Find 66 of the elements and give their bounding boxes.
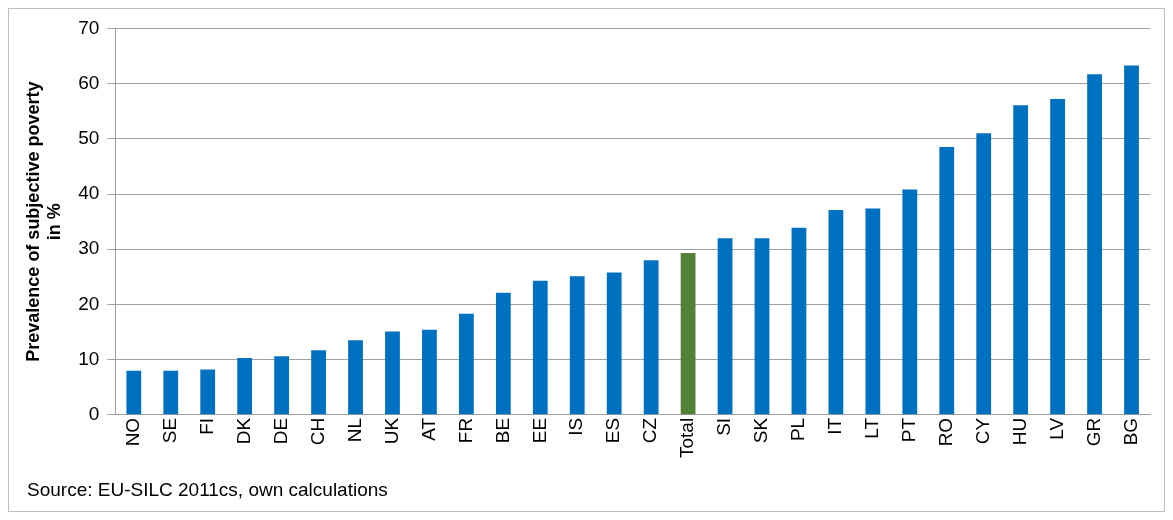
x-tick-label: ES	[602, 417, 624, 444]
bar	[163, 370, 179, 415]
x-tick-label: Total	[676, 417, 698, 459]
y-tick-label: 30	[78, 237, 100, 259]
x-tick-label: EE	[528, 417, 550, 444]
x-tick-label: NO	[122, 417, 144, 447]
bar	[126, 370, 142, 415]
x-tick-label: DK	[232, 417, 254, 445]
x-tick-label: RO	[935, 417, 956, 447]
bar	[532, 280, 548, 415]
bar	[569, 276, 585, 415]
bar	[865, 208, 881, 415]
y-tick-label: 0	[88, 403, 100, 425]
bar	[643, 260, 659, 415]
y-tick-label: 10	[78, 347, 100, 369]
bar	[976, 133, 992, 415]
x-tick-label: HU	[1008, 417, 1030, 446]
y-axis-title: Prevalence of subjective poverty in %	[22, 81, 65, 362]
x-tick-label: PT	[898, 417, 920, 443]
x-tick-label: PL	[787, 417, 809, 442]
bar	[458, 313, 474, 415]
bar	[828, 210, 844, 415]
bar	[939, 147, 955, 415]
bar	[311, 350, 326, 415]
bar	[680, 253, 696, 415]
x-tick-label: CZ	[639, 417, 661, 444]
x-tick-label: CY	[971, 417, 993, 445]
bar	[754, 238, 770, 415]
x-tick-label: GR	[1082, 417, 1104, 447]
x-tick-label: DE	[269, 417, 291, 445]
y-tick-label: 20	[78, 292, 100, 314]
source-note: Source: EU-SILC 2011cs, own calculations	[27, 479, 388, 501]
bar	[495, 292, 511, 415]
bar	[274, 356, 290, 415]
x-tick-label: SK	[750, 417, 772, 444]
y-tick-label: 70	[78, 16, 100, 38]
x-tick-label: SE	[159, 417, 180, 444]
x-tick-label: LV	[1045, 417, 1067, 440]
y-tick-label: 40	[78, 182, 100, 204]
bar	[200, 369, 216, 415]
x-tick-label: BE	[491, 417, 513, 444]
x-tick-label: FR	[454, 417, 476, 444]
x-tick-label: CH	[306, 417, 328, 446]
x-tick-label: IT	[824, 417, 846, 435]
bar	[1124, 65, 1139, 415]
bar	[791, 227, 807, 415]
bar	[1050, 99, 1066, 415]
x-tick-label: BG	[1119, 417, 1141, 446]
x-tick-label: FI	[195, 417, 217, 435]
x-tick-label: UK	[380, 417, 402, 445]
x-tick-label: AT	[417, 417, 439, 441]
x-tick-label: LT	[861, 417, 883, 439]
x-tick-label: IS	[565, 417, 587, 436]
bar	[1013, 105, 1029, 415]
y-tick-label: 60	[78, 71, 100, 93]
bar	[902, 189, 918, 415]
bar	[606, 272, 622, 415]
y-tick-label: 50	[78, 127, 100, 149]
bar	[385, 331, 400, 415]
x-tick-label: NL	[343, 417, 365, 443]
bar	[422, 329, 437, 415]
bar	[237, 358, 253, 415]
bar	[1087, 74, 1102, 415]
bar	[717, 238, 733, 415]
bar	[348, 340, 363, 415]
x-tick-label: SI	[713, 417, 735, 436]
